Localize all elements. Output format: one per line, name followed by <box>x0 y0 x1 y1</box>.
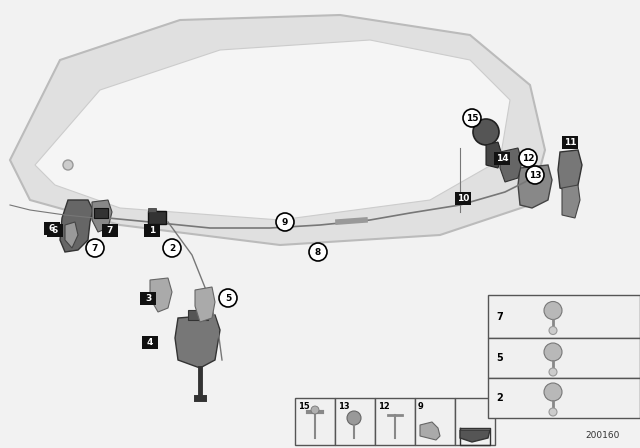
Polygon shape <box>420 422 440 440</box>
Circle shape <box>544 343 562 361</box>
FancyBboxPatch shape <box>142 336 158 349</box>
FancyBboxPatch shape <box>44 221 60 234</box>
Polygon shape <box>65 222 78 248</box>
Text: 6: 6 <box>52 225 58 234</box>
Circle shape <box>276 213 294 231</box>
Text: 3: 3 <box>145 293 151 302</box>
Text: 15: 15 <box>298 402 310 411</box>
Text: 8: 8 <box>315 247 321 257</box>
Bar <box>455 398 495 445</box>
Polygon shape <box>558 150 582 192</box>
Polygon shape <box>500 148 522 182</box>
Bar <box>488 338 640 378</box>
Text: 9: 9 <box>418 402 424 411</box>
Text: 2: 2 <box>496 393 503 403</box>
Bar <box>295 398 335 445</box>
Circle shape <box>311 406 319 414</box>
Polygon shape <box>460 430 490 442</box>
Circle shape <box>544 302 562 319</box>
Polygon shape <box>35 40 510 220</box>
Bar <box>148 208 156 212</box>
Text: 10: 10 <box>457 194 469 202</box>
Text: 15: 15 <box>466 113 478 122</box>
Text: 6: 6 <box>49 224 55 233</box>
Text: 4: 4 <box>147 337 153 346</box>
Text: 7: 7 <box>92 244 98 253</box>
FancyBboxPatch shape <box>144 224 160 237</box>
FancyBboxPatch shape <box>455 191 471 204</box>
Text: 9: 9 <box>282 217 288 227</box>
Text: 13: 13 <box>338 402 349 411</box>
Circle shape <box>347 411 361 425</box>
Polygon shape <box>10 15 545 245</box>
FancyBboxPatch shape <box>140 292 156 305</box>
Text: 200160: 200160 <box>586 431 620 440</box>
Text: 7: 7 <box>496 311 503 322</box>
Circle shape <box>519 149 537 167</box>
Circle shape <box>473 119 499 145</box>
Polygon shape <box>175 315 220 368</box>
Bar <box>148 211 166 224</box>
Text: 13: 13 <box>529 171 541 180</box>
FancyBboxPatch shape <box>562 135 578 148</box>
Circle shape <box>549 408 557 416</box>
Polygon shape <box>92 200 112 232</box>
Circle shape <box>549 327 557 335</box>
Bar <box>488 378 640 418</box>
Polygon shape <box>486 142 502 168</box>
Text: 12: 12 <box>522 154 534 163</box>
Bar <box>335 398 375 445</box>
Text: 1: 1 <box>149 225 155 234</box>
Bar <box>94 208 108 218</box>
Text: 5: 5 <box>496 353 503 363</box>
Bar <box>375 398 415 445</box>
Text: 12: 12 <box>378 402 390 411</box>
Circle shape <box>544 383 562 401</box>
Text: 14: 14 <box>496 154 508 163</box>
Circle shape <box>86 239 104 257</box>
Text: 2: 2 <box>169 244 175 253</box>
Circle shape <box>309 243 327 261</box>
Bar <box>188 310 208 320</box>
FancyBboxPatch shape <box>102 224 118 237</box>
Polygon shape <box>562 185 580 218</box>
FancyBboxPatch shape <box>47 224 63 237</box>
Circle shape <box>463 109 481 127</box>
Bar <box>488 295 640 338</box>
Circle shape <box>526 166 544 184</box>
Text: 11: 11 <box>564 138 576 146</box>
Polygon shape <box>60 200 93 252</box>
Polygon shape <box>518 165 552 208</box>
Text: 5: 5 <box>225 293 231 302</box>
Bar <box>415 398 455 445</box>
Circle shape <box>163 239 181 257</box>
Circle shape <box>63 160 73 170</box>
Circle shape <box>549 368 557 376</box>
Polygon shape <box>195 287 215 322</box>
FancyBboxPatch shape <box>494 151 510 164</box>
Circle shape <box>219 289 237 307</box>
Text: 7: 7 <box>107 225 113 234</box>
Polygon shape <box>150 278 172 312</box>
